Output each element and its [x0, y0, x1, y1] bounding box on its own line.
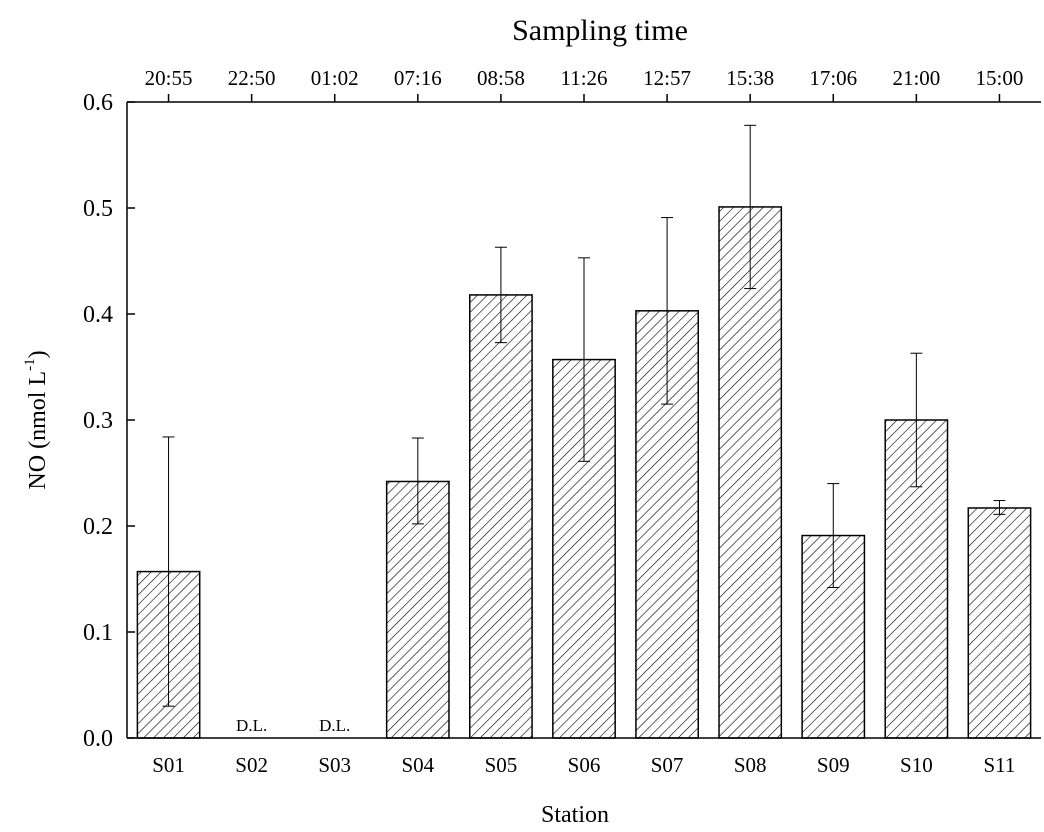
top-tick-label: 08:58	[477, 66, 525, 90]
x-tick-label: S01	[152, 753, 185, 777]
x-tick-label: S06	[568, 753, 601, 777]
top-tick-label: 15:38	[726, 66, 774, 90]
top-tick-label: 22:50	[228, 66, 276, 90]
y-tick-label: 0.1	[83, 620, 113, 646]
y-axis-label: NO (nmol L-1)	[22, 350, 51, 489]
x-tick-label: S08	[734, 753, 767, 777]
x-tick-label: S02	[235, 753, 268, 777]
y-axis-label-close: )	[25, 350, 51, 358]
bar	[967, 507, 1032, 739]
y-axis-label-main: NO (nmol L	[25, 371, 51, 490]
x-tick-label: S04	[401, 753, 434, 777]
bar	[469, 294, 533, 739]
x-tick-label: S09	[817, 753, 850, 777]
y-tick-label: 0.4	[83, 302, 113, 328]
annotation-label: D.L.	[319, 716, 350, 735]
x-tick-label: S05	[485, 753, 518, 777]
plot-area: 20:55 S01 22:50 S02 01:02 S03 07:16 S04 08:58 S05…	[83, 66, 1041, 777]
annotation-label: D.L.	[236, 716, 267, 735]
y-tick-label: 0.6	[83, 90, 113, 116]
x-tick-label: S03	[318, 753, 351, 777]
y-tick-label: 0.0	[83, 726, 113, 752]
x-tick-label: S10	[900, 753, 933, 777]
top-tick-label: 07:16	[394, 66, 442, 90]
y-axis-label-superscript: -1	[22, 358, 38, 371]
top-tick-label: 20:55	[145, 66, 193, 90]
bar	[718, 206, 783, 739]
top-axis-title: Sampling time	[512, 14, 688, 47]
y-tick-label: 0.2	[83, 514, 113, 540]
top-tick-label: 12:57	[643, 66, 691, 90]
top-tick-label: 17:06	[809, 66, 857, 90]
y-tick-label: 0.3	[83, 408, 113, 434]
top-tick-label: 21:00	[892, 66, 940, 90]
x-tick-label: S07	[651, 753, 684, 777]
top-tick-label: 01:02	[311, 66, 359, 90]
y-tick-label: 0.5	[83, 196, 113, 222]
top-tick-label: 15:00	[976, 66, 1024, 90]
x-axis-label: Station	[541, 802, 609, 828]
top-tick-label: 11:26	[560, 66, 607, 90]
x-tick-label: S11	[984, 753, 1016, 777]
